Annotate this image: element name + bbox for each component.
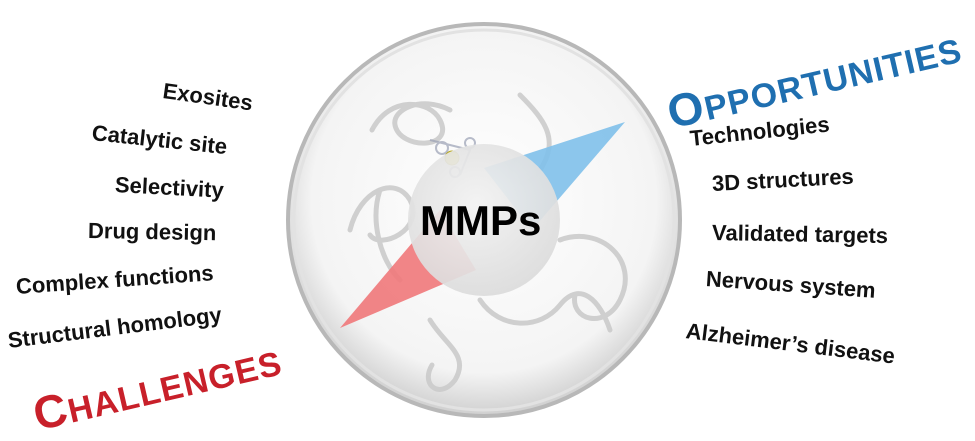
opportunity-item-validated-targets: Validated targets bbox=[711, 220, 889, 249]
outer-disc-rim bbox=[292, 28, 676, 412]
challenge-item-selectivity: Selectivity bbox=[114, 172, 225, 203]
inner-disc bbox=[408, 144, 560, 296]
challenge-item-drug-design: Drug design bbox=[87, 218, 217, 246]
center-label: MMPs bbox=[420, 197, 542, 244]
